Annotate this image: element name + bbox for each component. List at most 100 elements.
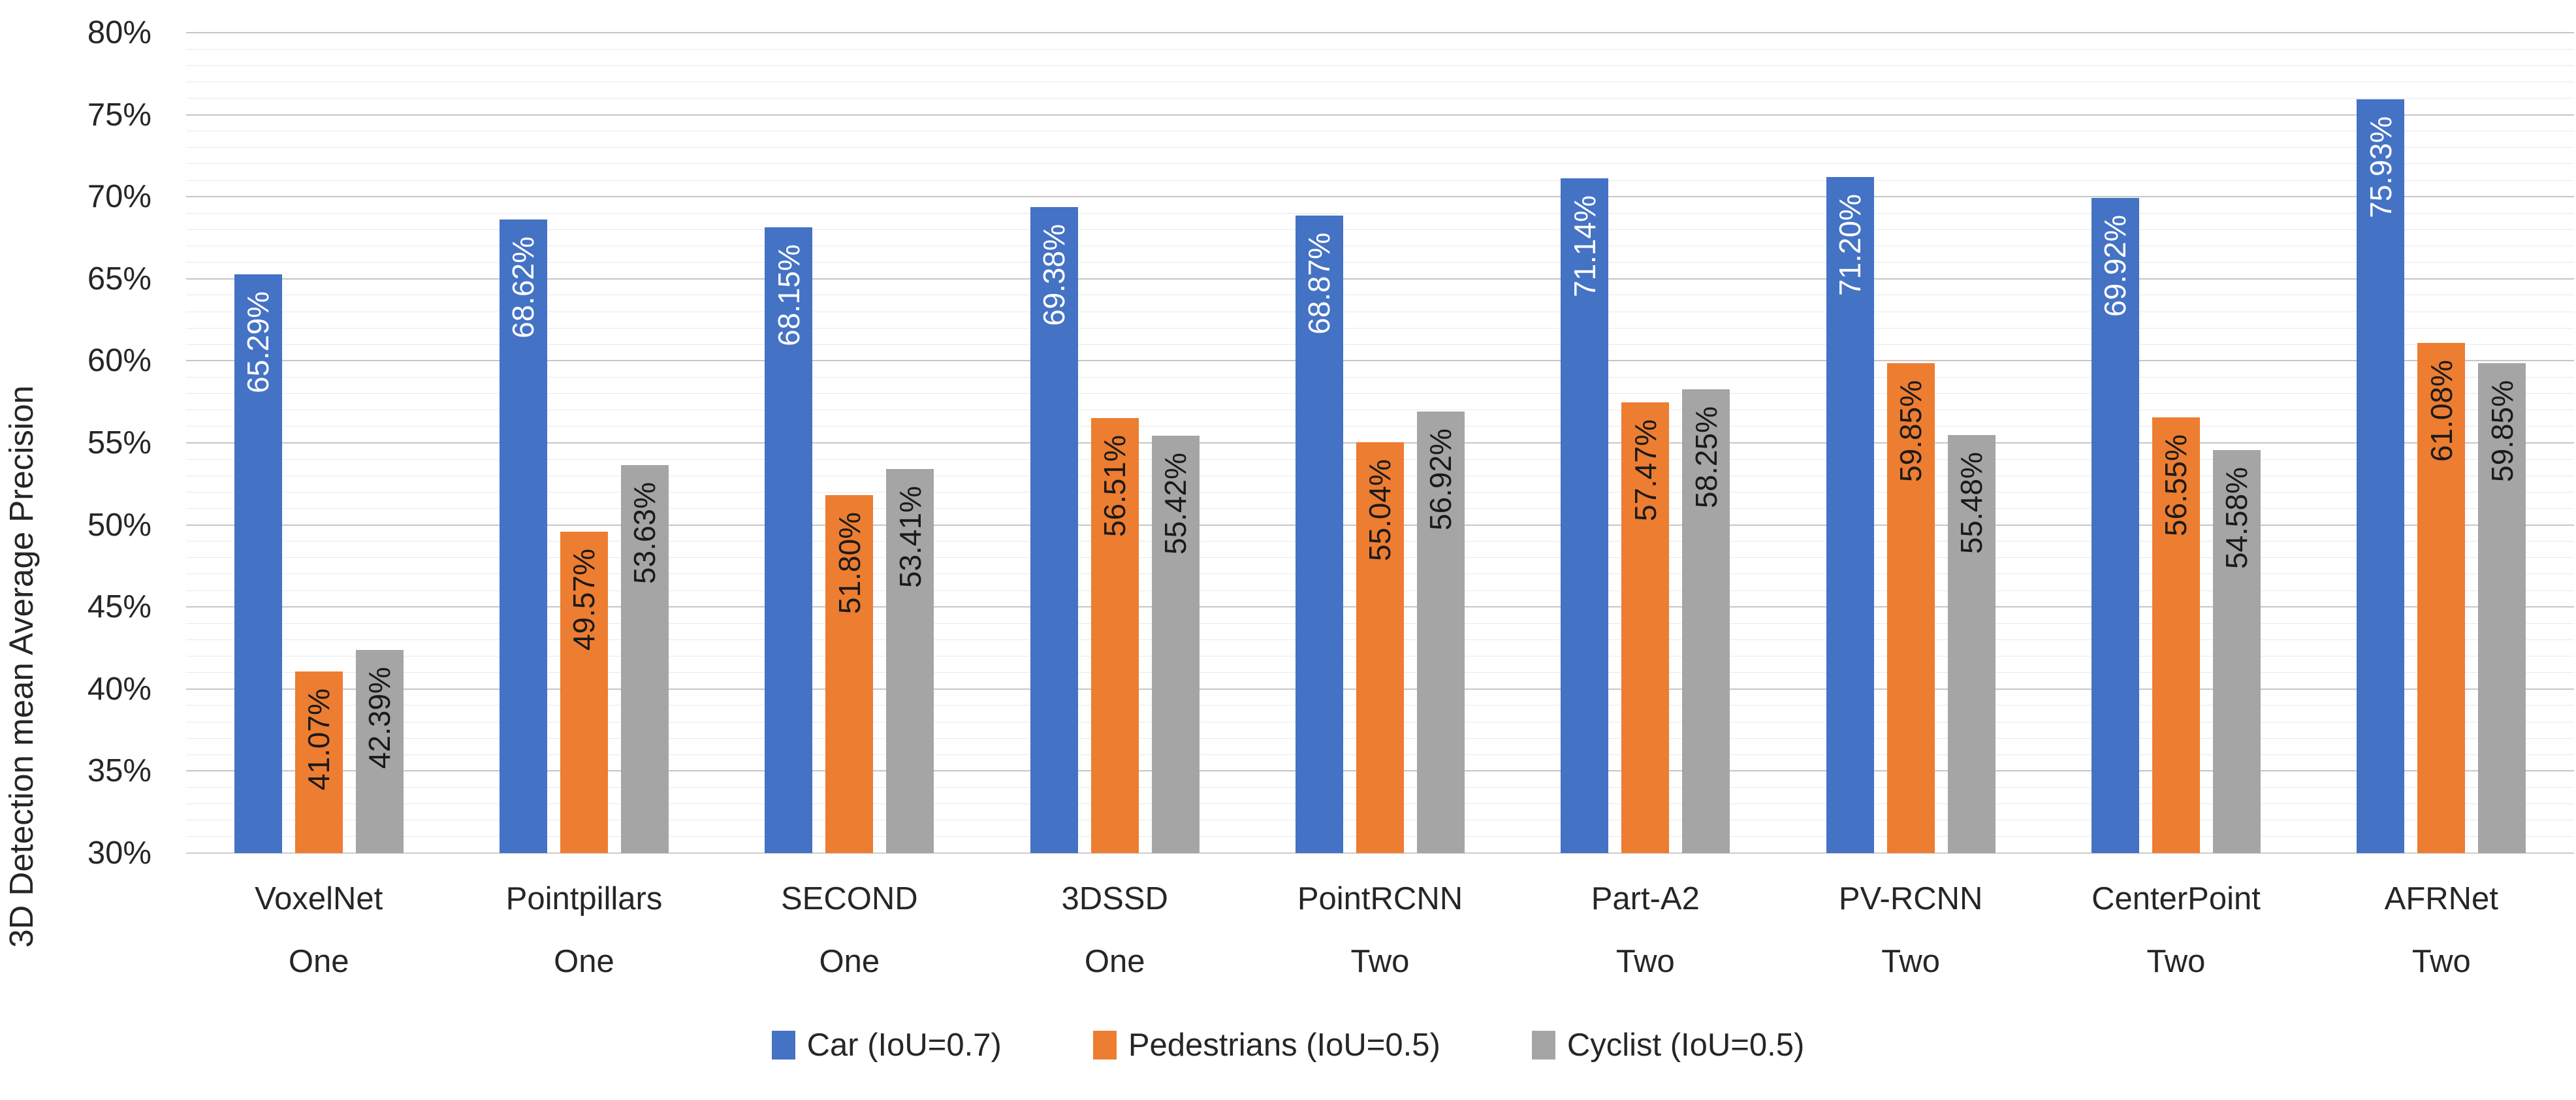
bar: 55.04% (1356, 442, 1404, 853)
bar-value-label: 56.51% (1098, 435, 1132, 538)
bar-value-label: 59.85% (2485, 380, 2519, 483)
x-axis-category-label: Part-A2 Two (1513, 853, 1778, 980)
minor-gridline (186, 147, 2574, 148)
bar: 59.85% (1886, 363, 1935, 853)
y-axis-tick-label: 55% (87, 425, 151, 461)
category-stage: Two (1350, 943, 1410, 979)
bar: 53.63% (620, 465, 669, 853)
bar-group-second: 68.15% 51.80% 53.41% (717, 33, 982, 853)
bar: 56.51% (1090, 418, 1139, 853)
bar-value-label: 53.63% (628, 482, 662, 585)
bar: 69.92% (2091, 198, 2139, 853)
bar-groups: 65.29% 41.07% 42.39% 68.62% 49.57% 53.63% 68.1… (186, 33, 2574, 853)
bar-group-pv-rcnn: 71.20% 59.85% 55.48% (1778, 33, 2043, 853)
bar-group-3dssd: 69.38% 56.51% 55.42% (982, 33, 1247, 853)
x-axis-line (186, 852, 2574, 854)
category-name: PointRCNN (1297, 881, 1463, 916)
bar: 42.39% (355, 649, 404, 853)
minor-gridline (186, 426, 2574, 427)
x-axis-category-label: CenterPoint Two (2043, 853, 2308, 980)
bar: 41.07% (294, 671, 343, 853)
bar-group-centerpoint: 69.92% 56.55% 54.58% (2043, 33, 2308, 853)
x-axis-category-label: 3DSSD One (982, 853, 1247, 980)
bar: 68.15% (765, 227, 813, 853)
x-axis-category-label: VoxelNet One (186, 853, 451, 980)
minor-gridline (186, 97, 2574, 99)
legend-item: Car (IoU=0.7) (771, 1027, 1002, 1063)
bar: 53.41% (886, 468, 934, 853)
bar-value-label: 71.14% (1567, 195, 1602, 297)
legend-swatch-icon (1092, 1031, 1117, 1060)
major-gridline (186, 360, 2574, 362)
bar-value-label: 56.55% (2159, 434, 2193, 537)
bar-value-label: 61.08% (2424, 360, 2458, 462)
x-axis-category-label: PointRCNN Two (1247, 853, 1512, 980)
bar-value-label: 54.58% (2219, 466, 2254, 569)
x-axis-category-label: Pointpillars One (451, 853, 716, 980)
minor-gridline (186, 212, 2574, 214)
bar: 54.58% (2212, 449, 2261, 853)
bar-value-label: 59.85% (1894, 380, 1928, 483)
bar-value-label: 42.39% (362, 666, 397, 769)
bar-value-label: 68.62% (506, 236, 541, 338)
bar-value-label: 53.41% (893, 485, 927, 588)
bar-value-label: 55.48% (1954, 451, 1989, 554)
bar-value-label: 65.29% (241, 291, 276, 393)
y-axis-tick-label: 75% (87, 97, 151, 133)
bar-group-pointrcnn: 68.87% 55.04% 56.92% (1247, 33, 1512, 853)
bar-value-label: 55.04% (1363, 459, 1397, 562)
bar-value-label: 56.92% (1423, 428, 1458, 530)
legend-label: Car (IoU=0.7) (806, 1027, 1002, 1063)
bar-value-label: 69.38% (1037, 223, 1072, 326)
category-stage: One (554, 943, 614, 979)
category-stage: One (819, 943, 880, 979)
bar: 55.42% (1151, 436, 1200, 853)
bar: 61.08% (2417, 343, 2466, 853)
y-axis-tick-label: 65% (87, 261, 151, 297)
x-axis-category-label: SECOND One (717, 853, 982, 980)
bar: 71.20% (1826, 177, 1874, 853)
bar: 65.29% (234, 274, 282, 853)
category-name: AFRNet (2384, 881, 2498, 916)
bar: 68.87% (1295, 215, 1343, 853)
legend-swatch-icon (1531, 1031, 1555, 1060)
bar: 57.47% (1621, 402, 1670, 853)
category-stage: Two (2146, 943, 2206, 979)
major-gridline (186, 278, 2574, 280)
x-axis-category-label: AFRNet Two (2309, 853, 2574, 980)
major-gridline (186, 32, 2574, 33)
bar-value-label: 69.92% (2098, 215, 2133, 317)
bar-value-label: 55.42% (1158, 453, 1193, 555)
legend-label: Cyclist (IoU=0.5) (1566, 1027, 1805, 1063)
y-axis-tick-label: 80% (87, 15, 151, 50)
chart-legend: Car (IoU=0.7) Pedestrians (IoU=0.5) Cyclis… (0, 1027, 2576, 1063)
minor-gridline (186, 180, 2574, 181)
bar: 69.38% (1030, 206, 1078, 853)
category-stage: One (288, 943, 349, 979)
category-name: CenterPoint (2091, 881, 2261, 916)
minor-gridline (186, 344, 2574, 345)
bar: 75.93% (2357, 99, 2405, 853)
minor-gridline (186, 229, 2574, 230)
y-axis-tick-label: 50% (87, 507, 151, 543)
bar-value-label: 71.20% (1833, 194, 1868, 297)
legend-item: Cyclist (IoU=0.5) (1531, 1027, 1805, 1063)
legend-label: Pedestrians (IoU=0.5) (1128, 1027, 1440, 1063)
minor-gridline (186, 327, 2574, 329)
category-stage: Two (1881, 943, 1941, 979)
minor-gridline (186, 163, 2574, 165)
bar-value-label: 75.93% (2363, 116, 2398, 219)
bar-group-pointpillars: 68.62% 49.57% 53.63% (451, 33, 716, 853)
bar-value-label: 49.57% (567, 549, 601, 651)
bar: 56.92% (1416, 411, 1465, 853)
minor-gridline (186, 393, 2574, 395)
major-gridline (186, 196, 2574, 198)
category-name: VoxelNet (255, 881, 383, 916)
bar-value-label: 41.07% (302, 688, 336, 790)
x-axis-category-label: PV-RCNN Two (1778, 853, 2043, 980)
y-axis-tick-label: 30% (87, 835, 151, 871)
bar: 71.14% (1561, 178, 1609, 853)
bar-value-label: 57.47% (1628, 419, 1662, 521)
bar-value-label: 68.87% (1302, 232, 1337, 334)
y-axis-tick-label: 70% (87, 179, 151, 215)
